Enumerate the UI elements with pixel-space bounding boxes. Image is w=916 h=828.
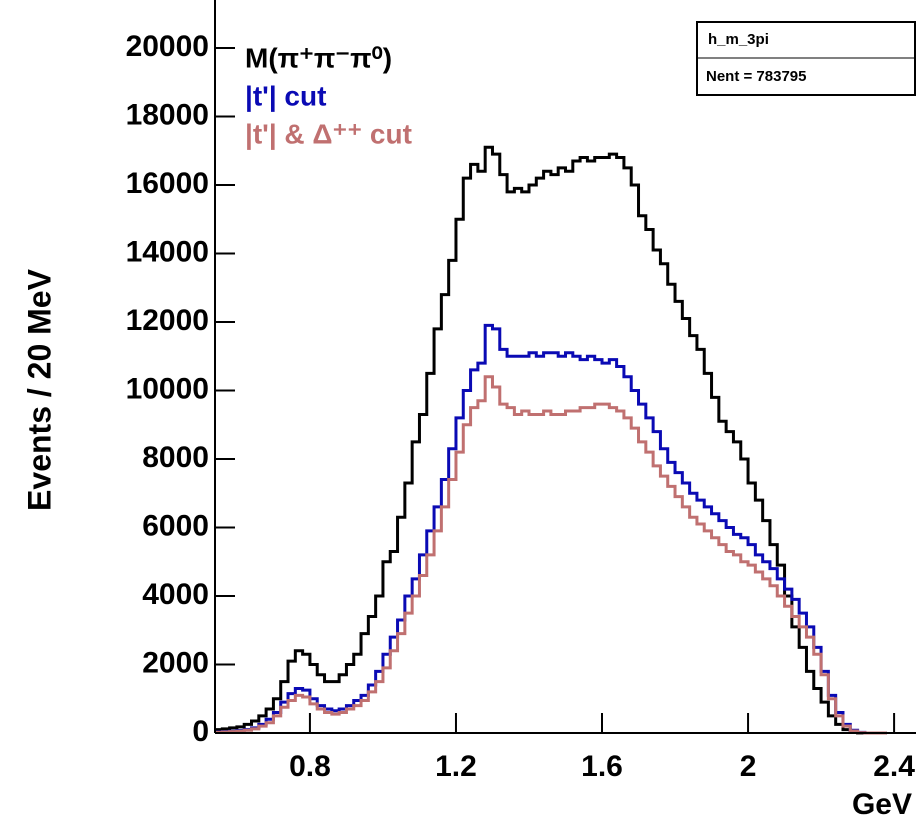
x-tick-label: 2.4 [873, 750, 915, 783]
x-axis-label: GeV [852, 788, 912, 821]
histogram-line [215, 145, 887, 735]
stats-name: h_m_3pi [708, 31, 769, 48]
y-tick-label: 16000 [126, 167, 209, 200]
y-tick-label: 2000 [142, 646, 209, 679]
y-tick-label: 0 [192, 715, 209, 748]
x-tick-label: 1.2 [435, 750, 477, 783]
x-tick-label: 1.6 [581, 750, 623, 783]
x-tick-label: 0.8 [289, 750, 331, 783]
y-tick-label: 4000 [142, 578, 209, 611]
y-axis-label: Events / 20 MeV [21, 268, 57, 511]
legend-entry: |t'| cut [245, 80, 326, 111]
x-tick-label: 2 [740, 750, 757, 783]
legend-entry: M(π⁺π⁻π⁰) [245, 42, 392, 73]
y-tick-label: 6000 [142, 509, 209, 542]
stats-entries: Nent = 783795 [706, 68, 806, 85]
y-tick-label: 8000 [142, 441, 209, 474]
legend-entry: |t'| & Δ⁺⁺ cut [245, 118, 412, 149]
y-tick-label: 20000 [126, 30, 209, 63]
y-tick-label: 18000 [126, 98, 209, 131]
y-tick-label: 12000 [126, 304, 209, 337]
y-tick-label: 10000 [126, 372, 209, 405]
y-tick-label: 14000 [126, 235, 209, 268]
histogram-line [215, 375, 887, 735]
